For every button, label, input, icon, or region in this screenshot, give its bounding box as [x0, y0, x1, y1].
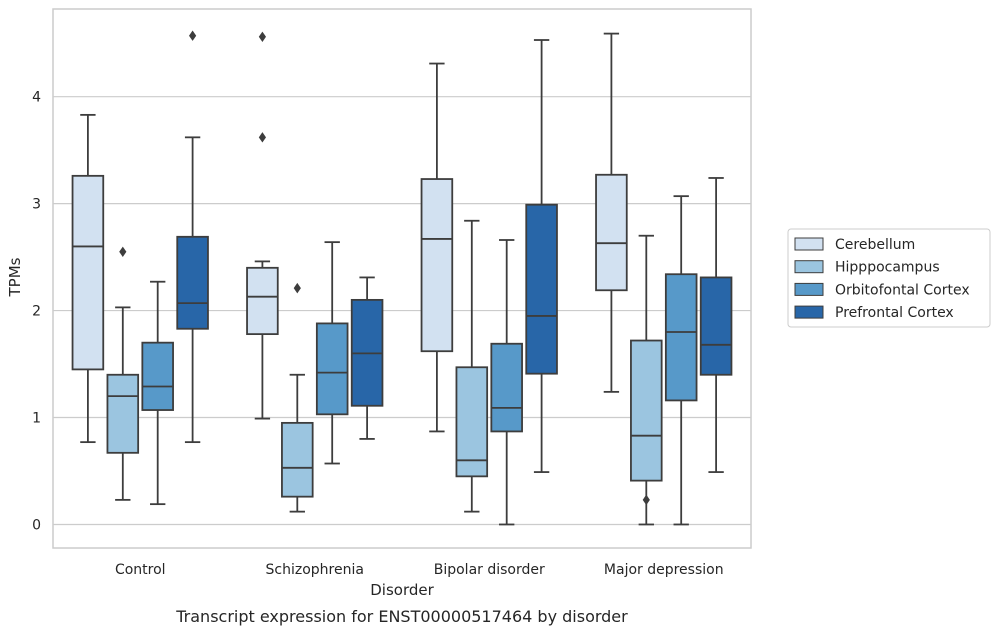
outlier-point: [189, 30, 197, 41]
x-tick-label: Schizophrenia: [266, 562, 364, 578]
box-element: [699, 177, 733, 473]
plot-area: [71, 30, 733, 526]
outlier-point: [642, 494, 650, 506]
x-tick-label: Bipolar disorder: [434, 562, 545, 578]
box-iqr: [525, 203, 558, 375]
legend-swatch: [794, 237, 824, 251]
box-iqr: [455, 366, 489, 478]
box-element: [315, 241, 349, 465]
outlier-point: [293, 282, 301, 294]
x-tick-label: Control: [115, 562, 166, 578]
box-element: [141, 280, 174, 506]
box-element: [176, 30, 209, 444]
legend: Cerebellum Hipppocampus Orbitofontal Corte…: [787, 228, 991, 328]
legend-swatch: [794, 260, 824, 274]
legend-item: Hipppocampus: [794, 260, 940, 276]
outlier-point: [258, 132, 266, 143]
box-iqr: [141, 341, 174, 411]
x-axis-ticks: Control Schizophrenia Bipolar disorder Majo…: [115, 562, 724, 578]
plot-frame: [52, 8, 752, 549]
box-element: [664, 195, 698, 526]
chart-caption: Transcript expression for ENST0000051746…: [175, 607, 628, 626]
box-element: [630, 234, 663, 526]
box-element: [71, 113, 105, 444]
legend-item: Orbitofontal Cortex: [794, 282, 970, 298]
box-iqr: [420, 178, 454, 353]
box-element: [595, 32, 628, 393]
y-tick-label: 3: [32, 197, 41, 213]
y-axis-label: TPMs: [6, 257, 24, 297]
box-iqr: [106, 373, 140, 454]
box-element: [246, 31, 279, 420]
box-iqr: [630, 339, 663, 482]
box-element: [420, 62, 454, 433]
box-element: [350, 276, 384, 440]
y-tick-label: 2: [32, 304, 41, 320]
box-element: [455, 219, 489, 513]
legend-label: Orbitofontal Cortex: [835, 282, 970, 298]
x-axis-label: Disorder: [370, 581, 434, 599]
box-element: [281, 282, 314, 513]
legend-label: Hipppocampus: [835, 260, 940, 276]
legend-item: Cerebellum: [794, 237, 915, 253]
box-iqr: [281, 421, 314, 498]
outlier-point: [119, 246, 127, 257]
box-iqr: [176, 235, 209, 330]
legend-item: Prefrontal Cortex: [794, 305, 954, 321]
legend-label: Prefrontal Cortex: [835, 305, 954, 321]
outlier-point: [258, 31, 266, 43]
box-iqr: [71, 174, 105, 371]
y-axis-ticks: 0 1 2 3 4: [32, 90, 41, 534]
legend-label: Cerebellum: [835, 237, 915, 253]
box-iqr: [699, 276, 733, 376]
box-iqr: [246, 266, 279, 336]
legend-swatch: [794, 282, 824, 296]
gridlines: [53, 96, 751, 526]
box-element: [106, 246, 140, 501]
legend-box: [787, 228, 991, 328]
y-tick-label: 0: [32, 517, 41, 533]
y-tick-label: 4: [32, 90, 41, 106]
y-tick-label: 1: [32, 411, 41, 427]
legend-swatch: [794, 305, 824, 319]
box-iqr: [664, 273, 698, 402]
box-iqr: [490, 342, 523, 433]
box-iqr: [595, 173, 628, 292]
box-iqr: [315, 322, 349, 416]
x-tick-label: Major depression: [604, 562, 724, 578]
box-element: [525, 39, 558, 473]
box-element: [490, 239, 523, 526]
